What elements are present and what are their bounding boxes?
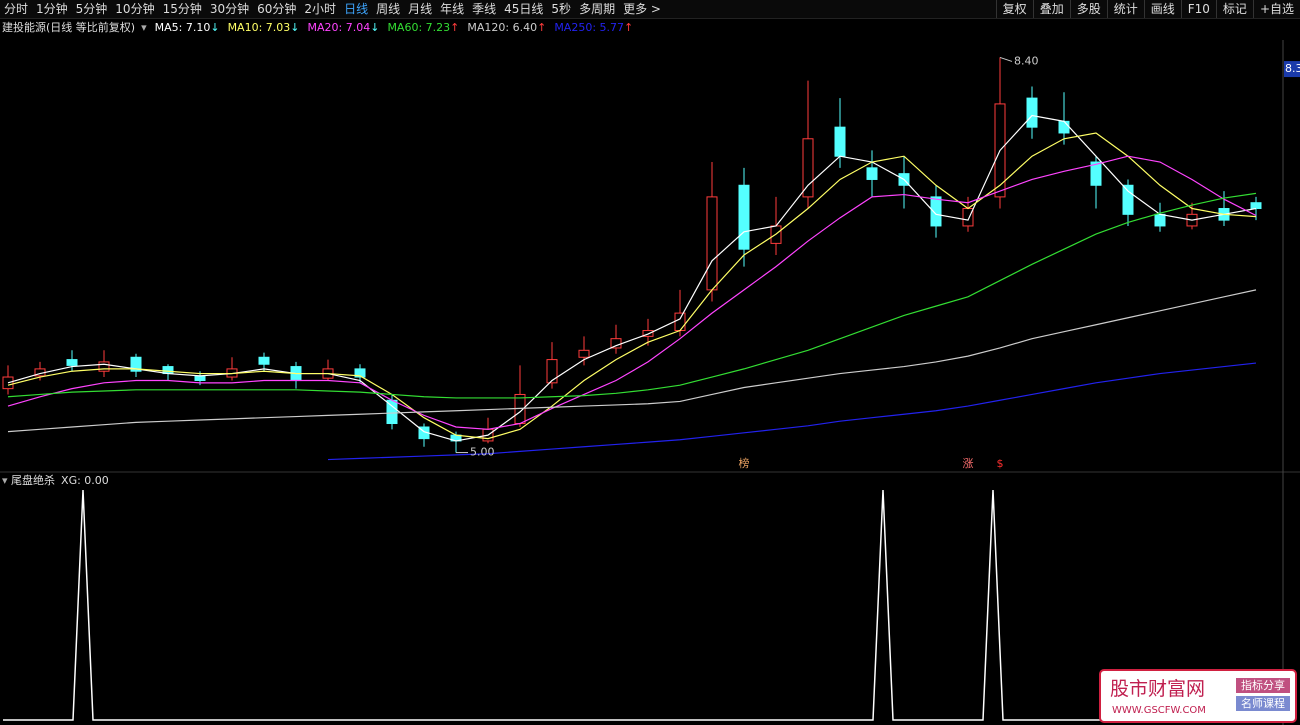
candle-body: [674, 312, 686, 332]
legend-arrow: ↑: [450, 21, 459, 34]
period-tab[interactable]: 1分钟: [36, 2, 68, 16]
dropdown-icon: ▾: [2, 474, 11, 487]
watermark-tag-box: [1236, 696, 1290, 711]
period-tab[interactable]: 15分钟: [162, 2, 202, 16]
candle-body: [930, 196, 942, 227]
indicator-title: 尾盘绝杀: [11, 473, 55, 487]
period-tab[interactable]: 45日线: [504, 2, 544, 16]
price-tag: 8.3: [1285, 62, 1300, 75]
ma-line: [327, 362, 1257, 461]
legend-arrow: ↑: [624, 21, 633, 34]
candle-body: [194, 375, 206, 382]
candle-body: [130, 356, 142, 372]
candle-body: [1122, 184, 1134, 215]
candle-body: [866, 167, 878, 180]
period-tab[interactable]: 多周期: [579, 2, 616, 16]
legend-entry: MA5: 7.10: [155, 21, 211, 34]
candle-body: [1090, 161, 1102, 186]
watermark-tag: 名师课程: [1241, 696, 1285, 710]
signal-marker: $: [997, 457, 1004, 470]
candle-body: [66, 359, 78, 366]
signal-marker: 涨: [963, 457, 974, 470]
period-tab[interactable]: 10分钟: [115, 2, 155, 16]
candle-body: [802, 138, 814, 198]
tool-button[interactable]: 叠加: [1032, 0, 1070, 18]
tool-button[interactable]: 标记: [1215, 0, 1253, 18]
tool-button[interactable]: 多股: [1069, 0, 1107, 18]
legend-arrow: ↓: [290, 21, 299, 34]
period-tab[interactable]: 月线: [408, 2, 433, 16]
indicator-line: [3, 489, 1283, 721]
tool-button[interactable]: 复权: [995, 0, 1033, 18]
candle-body: [706, 196, 718, 291]
stock-title: 建投能源(日线 等比前复权): [2, 20, 135, 34]
candle-body: [354, 368, 366, 378]
watermark-name: 股市财富网: [1110, 678, 1205, 700]
ma-line: [7, 155, 1257, 430]
period-tab[interactable]: 2小时: [304, 2, 337, 16]
toolbar: 分时 1分钟 5分钟 10分钟 15分钟 30分钟 60分钟 2小时 日线 周线 月线 年线 季线 45日…: [0, 0, 1300, 19]
candle-body: [1154, 213, 1166, 227]
indicator-legend: ▾ 尾盘绝杀 XG: 0.00: [2, 473, 109, 487]
price-tag-box: [1284, 61, 1300, 78]
period-tab[interactable]: 更多 >: [623, 2, 661, 16]
legend-arrow: ↑: [537, 21, 546, 34]
candle-body: [258, 356, 270, 365]
candle-body: [1026, 97, 1038, 128]
legend-entry: MA20: 7.04: [308, 21, 371, 34]
legend-arrow: ↓: [210, 21, 219, 34]
tools: 复权 叠加 多股 统计 画线 F10 标记 +自选: [995, 0, 1300, 18]
watermark-tag: 指标分享: [1241, 678, 1285, 692]
dropdown-icon: ▾: [141, 21, 147, 34]
annotation: 5.00: [470, 446, 495, 459]
legend-arrow: ↓: [370, 21, 379, 34]
period-tab[interactable]: 季线: [472, 2, 497, 16]
legend-entry: MA120: 6.40: [467, 21, 537, 34]
period-tab[interactable]: 5秒: [551, 2, 572, 16]
candle-body: [834, 126, 846, 157]
candle-body: [546, 359, 558, 384]
ma-line: [7, 289, 1257, 433]
tool-button[interactable]: F10: [1180, 0, 1216, 18]
tool-button[interactable]: 画线: [1143, 0, 1181, 18]
ma-line: [7, 114, 1257, 442]
candle-body: [2, 376, 14, 390]
period-tab[interactable]: 60分钟: [257, 2, 297, 16]
period-tab[interactable]: 30分钟: [209, 2, 250, 16]
candle-body: [1250, 202, 1262, 210]
watermark-tag-box: [1236, 678, 1290, 693]
candle-body: [578, 349, 590, 358]
indicator-value: XG: 0.00: [61, 474, 109, 487]
tool-button[interactable]: 统计: [1106, 0, 1144, 18]
candle-body: [1058, 120, 1070, 134]
annotation: 8.40: [1014, 54, 1039, 67]
ma-line: [7, 192, 1257, 399]
ma-line: [7, 132, 1257, 440]
period-tab[interactable]: 5分钟: [75, 2, 108, 16]
legend-entry: MA60: 7.23: [387, 21, 450, 34]
tool-button[interactable]: +自选: [1252, 0, 1300, 18]
period-tabs: 分时 1分钟 5分钟 10分钟 15分钟 30分钟 60分钟 2小时 日线 周线 月线 年线 季线 45日…: [0, 0, 665, 18]
legend-entry: MA250: 5.77: [554, 21, 624, 34]
period-tab[interactable]: 年线: [440, 2, 465, 16]
signal-marker: 榜: [739, 456, 750, 470]
candle-body: [98, 361, 110, 372]
legend-entry: MA10: 7.03: [228, 21, 291, 34]
annotation-pointer: [999, 56, 1013, 62]
period-tab[interactable]: 日线: [344, 2, 369, 16]
legend: 建投能源(日线 等比前复权) ▾ MA5: 7.10↓ MA10: 7.03↓ MA20…: [2, 20, 633, 34]
period-tab[interactable]: 周线: [376, 2, 401, 16]
period-tab[interactable]: 分时: [4, 2, 29, 16]
watermark-url: WWW.GSCFW.COM: [1112, 705, 1206, 716]
candle-body: [738, 184, 750, 250]
